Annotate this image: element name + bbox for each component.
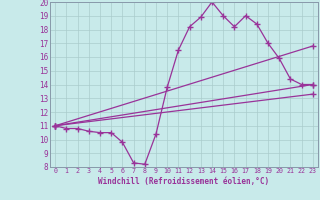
X-axis label: Windchill (Refroidissement éolien,°C): Windchill (Refroidissement éolien,°C) — [99, 177, 269, 186]
